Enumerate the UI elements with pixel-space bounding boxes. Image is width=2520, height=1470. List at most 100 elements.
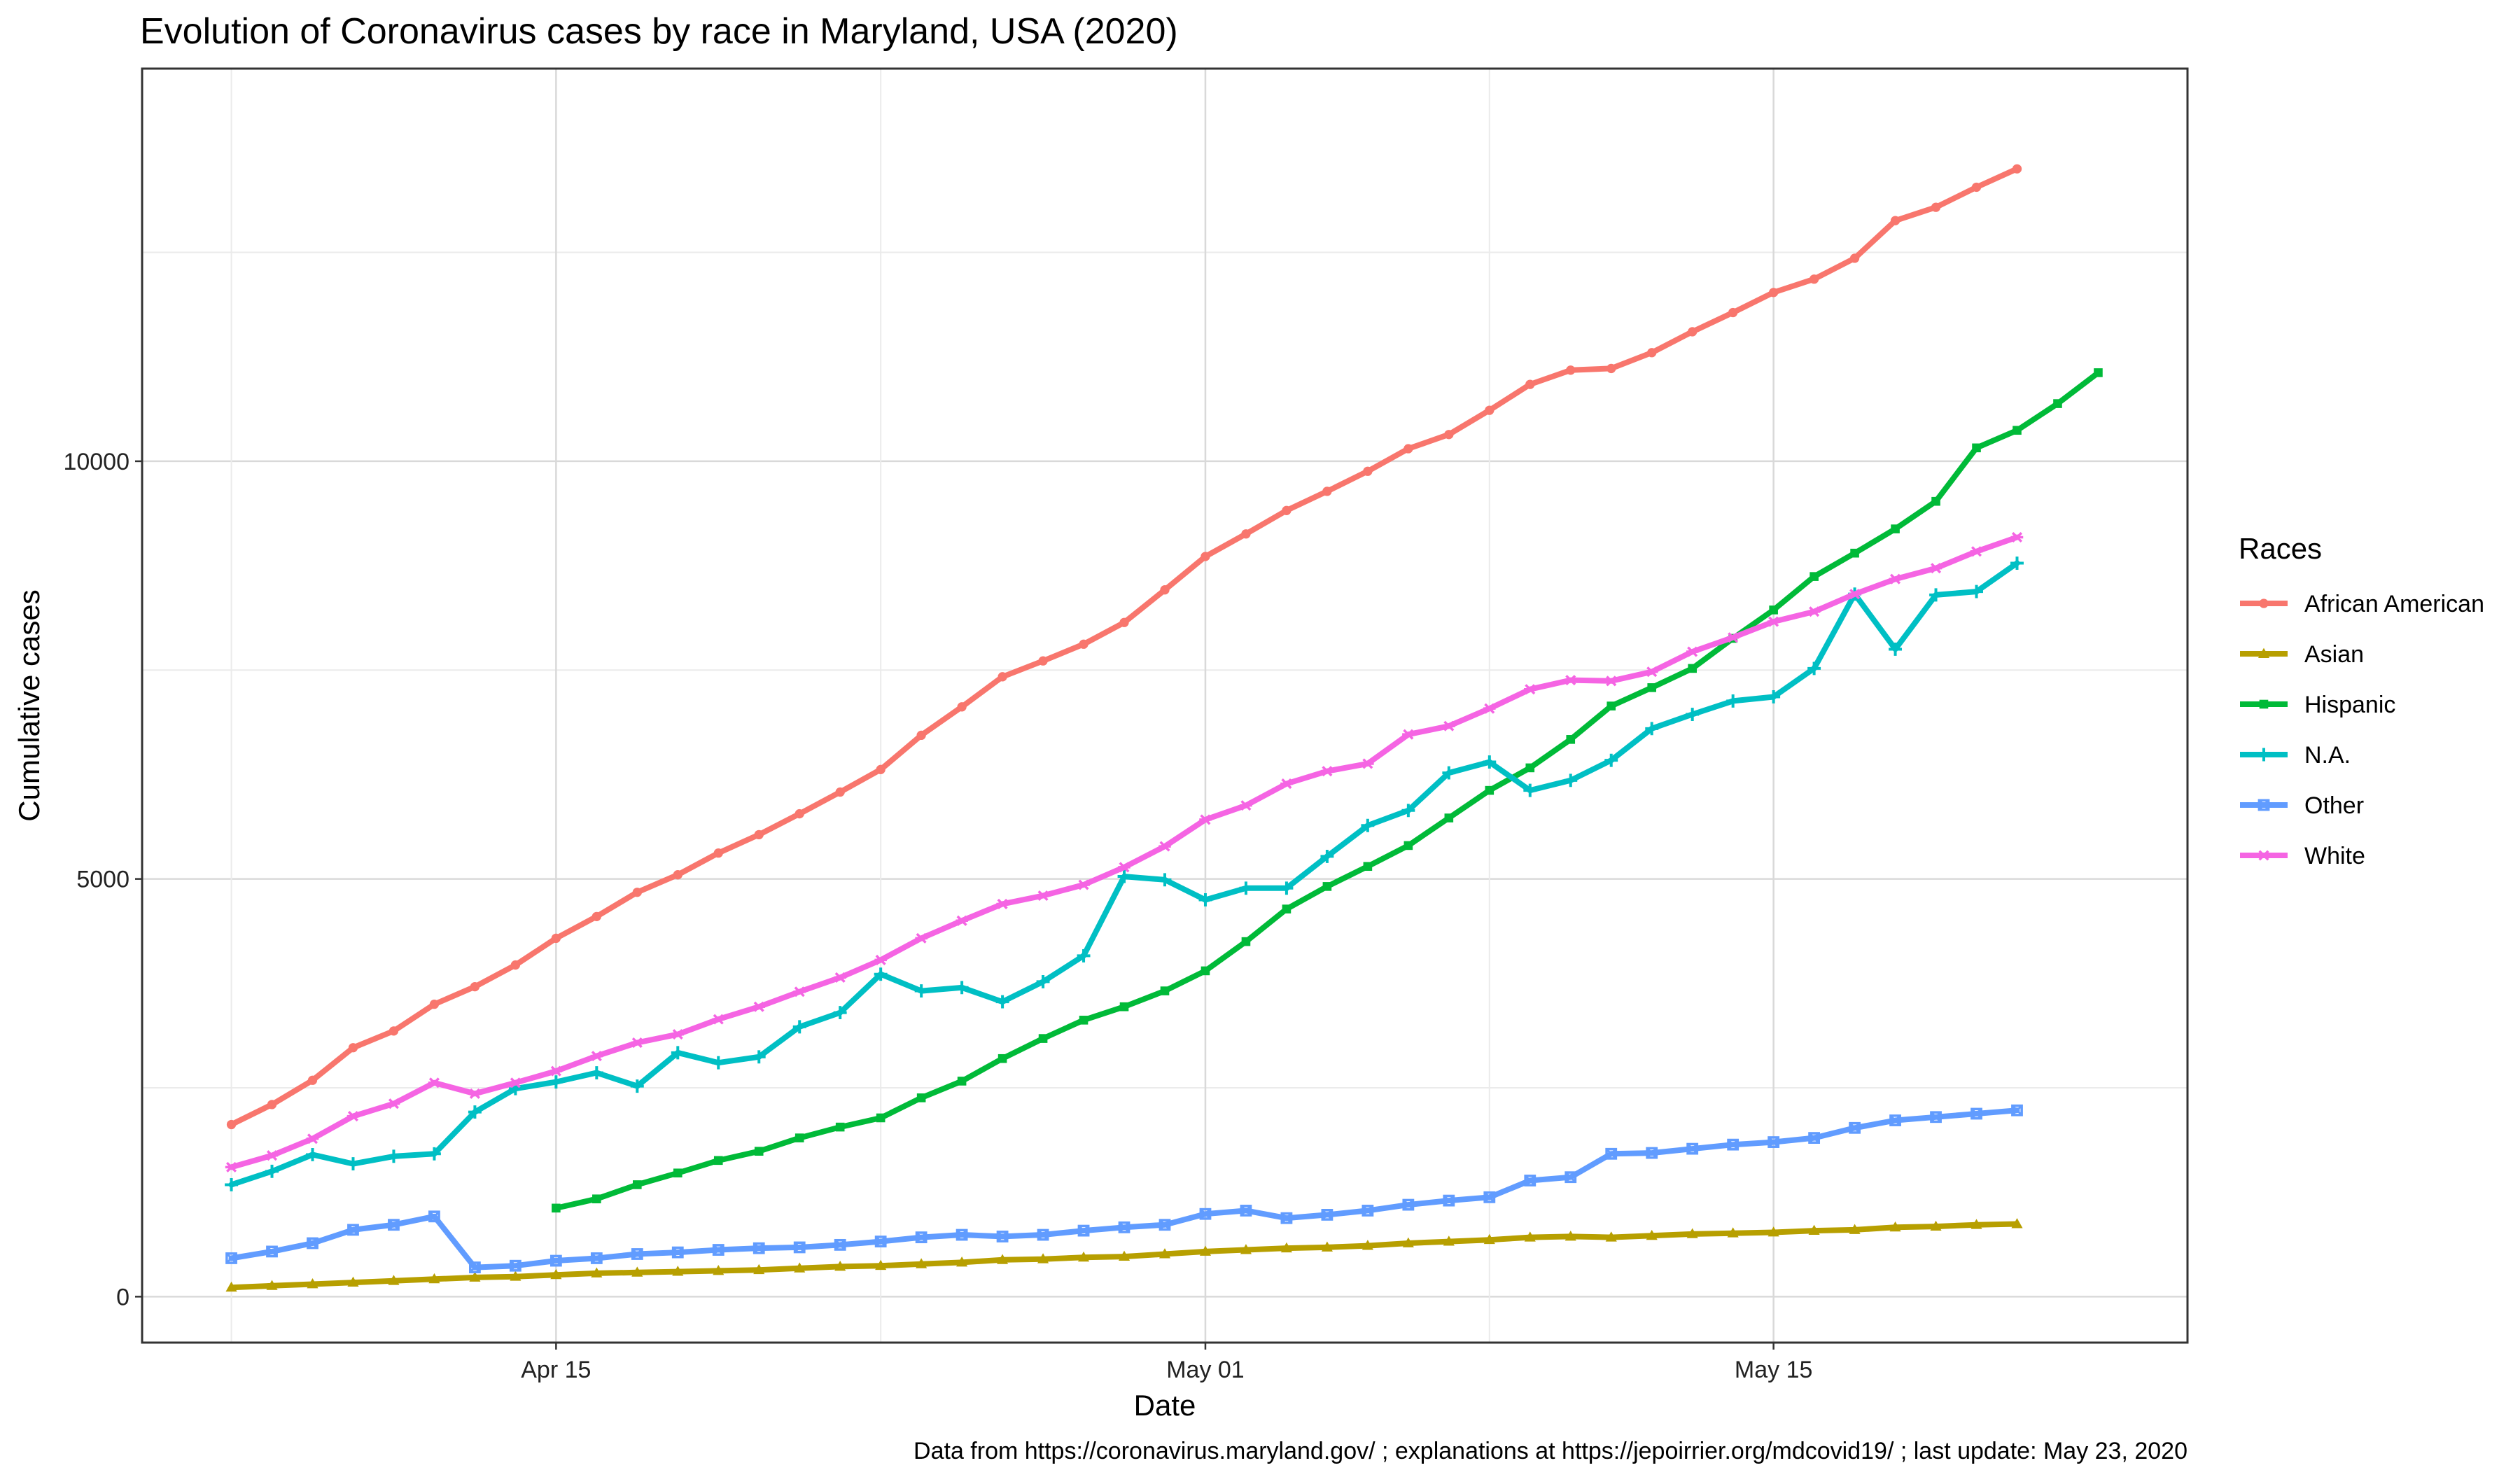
data-point	[996, 1231, 1009, 1242]
data-point	[1767, 690, 1781, 704]
data-point	[1443, 1194, 1455, 1207]
data-point	[916, 730, 926, 741]
data-point	[1363, 466, 1373, 476]
data-point	[1118, 862, 1130, 873]
data-point	[347, 1276, 359, 1287]
data-point	[388, 1026, 399, 1036]
data-point	[673, 870, 682, 880]
data-point	[1321, 766, 1334, 777]
data-point	[1485, 405, 1494, 415]
ticks: 0 5000 10000 Apr 15 May 01 May 15	[63, 449, 1812, 1383]
data-point	[633, 1180, 642, 1189]
data-point	[834, 1260, 846, 1271]
data-point	[915, 1231, 927, 1244]
data-point	[753, 1264, 765, 1275]
data-point	[1891, 524, 1900, 533]
data-point	[428, 1077, 441, 1088]
data-point	[1199, 1245, 1212, 1256]
data-point	[1239, 881, 1253, 895]
legend-item: Asian	[2240, 641, 2364, 668]
data-point	[1646, 1147, 1658, 1159]
caption: Data from https://coronavirus.maryland.g…	[913, 1438, 2188, 1464]
data-point	[1119, 1002, 1129, 1011]
data-point	[1280, 1242, 1292, 1253]
data-point	[835, 787, 845, 797]
data-point	[1038, 1034, 1048, 1043]
data-point	[794, 808, 804, 819]
data-point	[955, 915, 968, 926]
data-point	[1686, 1228, 1698, 1238]
data-point	[429, 1000, 440, 1009]
data-point	[1118, 1221, 1130, 1233]
series-5	[225, 1104, 2023, 1273]
data-point	[1320, 849, 1334, 863]
data-point	[225, 1177, 238, 1191]
legend-label: Other	[2304, 792, 2364, 819]
data-point	[1970, 1107, 1982, 1120]
data-point	[1444, 430, 1454, 440]
data-point	[1483, 1191, 1496, 1203]
data-point	[265, 1164, 279, 1178]
data-point	[225, 1281, 237, 1292]
data-point	[834, 1238, 846, 1251]
x-tick-label: May 15	[1735, 1357, 1813, 1383]
data-point	[672, 1266, 684, 1276]
data-point	[1605, 1147, 1618, 1160]
data-point	[957, 702, 967, 712]
data-point	[592, 911, 601, 921]
data-point	[1038, 656, 1048, 666]
data-point	[1198, 893, 1212, 906]
data-point	[2259, 598, 2269, 608]
data-point	[550, 1268, 562, 1280]
legend-label: Asian	[2304, 641, 2364, 668]
data-point	[266, 1245, 278, 1258]
y-tick-label: 5000	[76, 867, 130, 893]
data-point	[226, 1119, 237, 1130]
data-point	[2011, 1104, 2023, 1116]
data-point	[1200, 966, 1210, 976]
data-point	[630, 1079, 644, 1093]
data-point	[2258, 850, 2270, 861]
data-point	[591, 1267, 603, 1278]
data-point	[1241, 937, 1251, 946]
data-point	[1524, 684, 1536, 695]
data-point	[1768, 1226, 1779, 1237]
data-point	[1158, 873, 1172, 887]
data-point	[997, 1254, 1009, 1264]
data-point	[1036, 974, 1050, 988]
data-point	[2258, 799, 2270, 811]
data-point	[713, 1156, 723, 1166]
data-point	[1564, 1231, 1576, 1241]
data-point	[1929, 588, 1942, 602]
data-point	[1523, 783, 1537, 797]
data-point	[346, 1111, 360, 1122]
data-point	[1686, 1142, 1699, 1155]
data-point	[955, 1228, 968, 1241]
data-point	[956, 1256, 968, 1267]
data-point	[1647, 348, 1657, 358]
data-point	[1686, 708, 1700, 721]
data-point	[1079, 639, 1088, 649]
data-point	[225, 1161, 238, 1172]
data-point	[306, 1148, 319, 1161]
data-point	[2011, 1218, 2023, 1228]
legend: Races African American Asian Hispanic N.A. O…	[2239, 532, 2484, 869]
data-point	[1158, 841, 1171, 852]
data-point	[995, 995, 1009, 1009]
plot-border	[141, 67, 2189, 1344]
data-point	[1930, 1220, 1942, 1231]
data-point	[2012, 426, 2022, 435]
data-point	[1119, 617, 1129, 627]
data-point	[1850, 548, 1859, 558]
data-point	[1970, 546, 1983, 557]
data-point	[1240, 1205, 1252, 1217]
data-point	[833, 1006, 847, 1020]
data-point	[1890, 216, 1900, 225]
data-point	[267, 1100, 277, 1110]
x-tick-label: May 01	[1166, 1357, 1245, 1383]
data-point	[1809, 274, 1819, 284]
data-point	[713, 1264, 724, 1275]
data-point	[1605, 1231, 1617, 1242]
data-point	[551, 933, 561, 944]
data-point	[550, 1254, 562, 1267]
